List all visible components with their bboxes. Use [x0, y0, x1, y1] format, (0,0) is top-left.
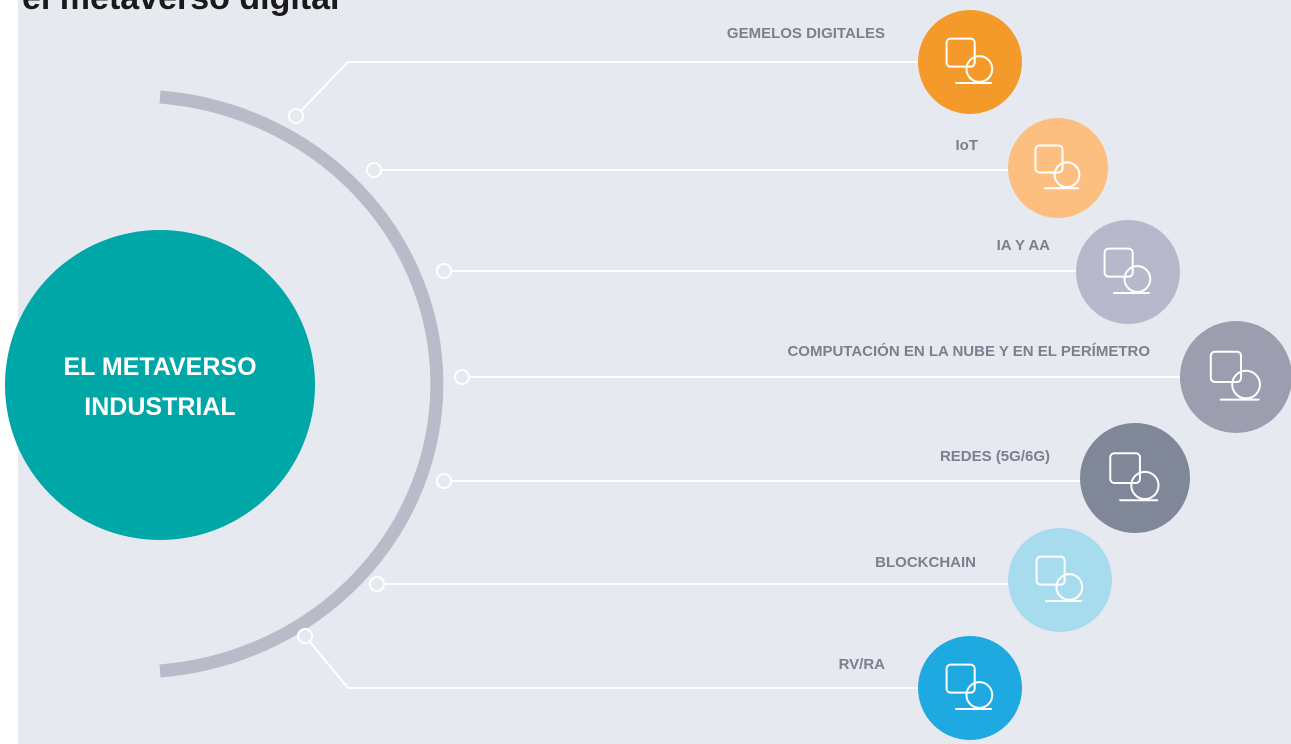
arc-node: [436, 473, 452, 489]
arc-node: [454, 369, 470, 385]
title: el metaverso digital: [22, 0, 339, 17]
icon-shape: [965, 55, 994, 83]
icon-circle: [918, 10, 1022, 114]
icon: [1103, 247, 1152, 295]
icon-circle: [918, 636, 1022, 740]
icon-shape: [1053, 161, 1081, 189]
icon-shape: [945, 37, 976, 68]
connector-line: [304, 635, 920, 689]
item-label: COMPUTACIÓN EN LA NUBE Y EN EL PERÍMETRO: [787, 342, 1150, 360]
icon-shape: [1034, 144, 1064, 174]
item-label: REDES (5G/6G): [940, 448, 1050, 465]
icon-shape: [1231, 369, 1261, 400]
icon: [945, 663, 994, 711]
icon-circle: [1008, 528, 1112, 632]
item-label: IoT: [956, 137, 979, 154]
icon: [1209, 350, 1261, 401]
icon-shape: [1123, 265, 1152, 293]
icon-shape: [1130, 470, 1160, 501]
item-label: IA Y AA: [997, 237, 1051, 254]
icon-shape: [1209, 350, 1243, 384]
icon-shape: [945, 663, 976, 694]
icon-shape: [1055, 573, 1084, 601]
icon-shape: [1109, 452, 1141, 484]
arc-node: [288, 108, 304, 124]
icon: [945, 37, 994, 85]
item-label: BLOCKCHAIN: [875, 554, 976, 571]
center-label: INDUSTRIAL: [84, 393, 235, 421]
item-label: GEMELOS DIGITALES: [727, 25, 885, 42]
icon-circle: [1008, 118, 1108, 218]
icon: [1035, 555, 1084, 603]
arc-node: [366, 162, 382, 178]
arc-node: [436, 263, 452, 279]
arc-node: [297, 628, 313, 644]
center-circle: [5, 230, 315, 540]
icon: [1034, 144, 1081, 190]
icon: [1109, 452, 1160, 502]
icon-shape: [1035, 555, 1066, 586]
connector-line: [295, 61, 920, 117]
icon-shape: [965, 681, 994, 709]
item-label: RV/RA: [839, 656, 886, 673]
icon-circle: [1080, 423, 1190, 533]
arc: [159, 90, 444, 678]
center-label: EL METAVERSO: [63, 353, 256, 381]
arc-node: [369, 576, 385, 592]
icon-circle: [1076, 220, 1180, 324]
icon-shape: [1103, 247, 1134, 278]
